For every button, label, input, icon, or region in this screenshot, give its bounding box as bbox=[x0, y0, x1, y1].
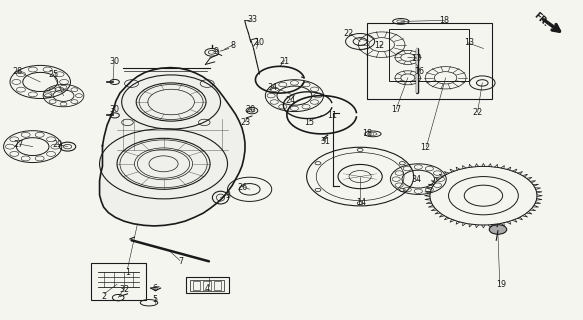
Text: 2: 2 bbox=[101, 292, 107, 301]
Bar bbox=[203, 281, 210, 290]
Text: 34: 34 bbox=[268, 83, 278, 92]
Text: 31: 31 bbox=[320, 137, 330, 146]
Text: 20: 20 bbox=[245, 105, 256, 114]
Text: FR.: FR. bbox=[531, 10, 550, 28]
Text: 33: 33 bbox=[247, 15, 257, 24]
Bar bbox=[192, 281, 200, 290]
Bar bbox=[213, 281, 221, 290]
Text: 7: 7 bbox=[178, 257, 184, 266]
Text: 27: 27 bbox=[13, 140, 23, 149]
Text: 22: 22 bbox=[343, 29, 354, 38]
Text: 28: 28 bbox=[12, 67, 22, 76]
Text: 12: 12 bbox=[420, 143, 430, 152]
Text: 25: 25 bbox=[48, 70, 58, 79]
Text: 30: 30 bbox=[109, 105, 119, 114]
Text: 13: 13 bbox=[464, 38, 474, 47]
Text: 4: 4 bbox=[205, 284, 210, 292]
Text: 14: 14 bbox=[356, 197, 366, 206]
Text: 30: 30 bbox=[109, 57, 119, 66]
Text: 6: 6 bbox=[152, 284, 157, 292]
Text: 18: 18 bbox=[439, 16, 449, 25]
Text: 16: 16 bbox=[415, 67, 424, 76]
Bar bbox=[367, 23, 492, 99]
Text: 9: 9 bbox=[213, 47, 219, 56]
Bar bbox=[91, 263, 146, 300]
Bar bbox=[190, 280, 224, 291]
Text: 34: 34 bbox=[412, 175, 422, 184]
Bar bbox=[389, 29, 469, 81]
Text: 23: 23 bbox=[240, 118, 250, 127]
Text: 21: 21 bbox=[279, 57, 290, 66]
Text: 32: 32 bbox=[120, 284, 129, 293]
Text: 18: 18 bbox=[362, 129, 372, 138]
Text: 8: 8 bbox=[231, 41, 236, 50]
Text: 11: 11 bbox=[327, 111, 337, 120]
Text: 17: 17 bbox=[412, 54, 422, 63]
Text: 26: 26 bbox=[237, 183, 247, 192]
Text: 22: 22 bbox=[472, 108, 483, 117]
Text: 1: 1 bbox=[125, 268, 130, 277]
Text: 19: 19 bbox=[496, 280, 506, 289]
Text: 29: 29 bbox=[52, 140, 63, 149]
Text: 5: 5 bbox=[152, 295, 157, 304]
Text: 10: 10 bbox=[255, 38, 265, 47]
Circle shape bbox=[489, 225, 507, 234]
Text: 15: 15 bbox=[304, 118, 314, 127]
Text: 12: 12 bbox=[374, 41, 384, 51]
Text: 24: 24 bbox=[285, 96, 296, 105]
Text: 17: 17 bbox=[391, 105, 401, 114]
Bar bbox=[185, 277, 229, 293]
Polygon shape bbox=[100, 68, 245, 226]
Text: 3: 3 bbox=[225, 190, 230, 200]
